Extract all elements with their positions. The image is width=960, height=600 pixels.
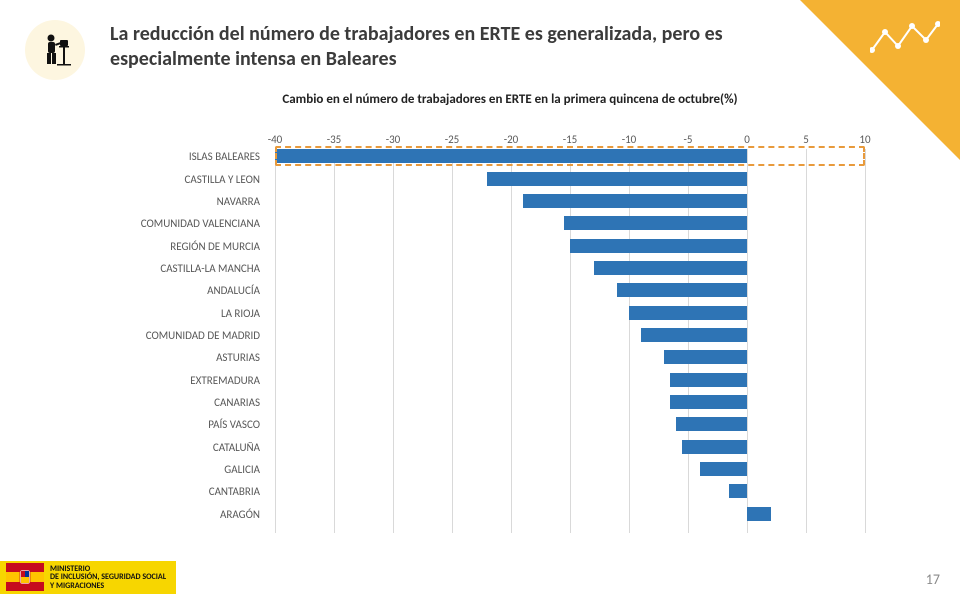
- chart-y-label: PAÍS VASCO: [110, 419, 260, 430]
- stats-line-icon: [870, 20, 940, 60]
- chart-y-label: EXTREMADURA: [110, 375, 260, 386]
- chart-y-label: NAVARRA: [110, 196, 260, 207]
- chart-y-label: GALICIA: [110, 464, 260, 475]
- chart-container: Cambio en el número de trabajadores en E…: [110, 92, 910, 562]
- chart-y-label: LA RIOJA: [110, 308, 260, 319]
- chart-bar: [641, 328, 747, 342]
- chart-title: Cambio en el número de trabajadores en E…: [110, 92, 910, 107]
- chart-bar: [564, 216, 747, 230]
- chart-y-label: ISLAS BALEARES: [110, 151, 260, 162]
- chart-y-label: CASTILLA Y LEON: [110, 174, 260, 185]
- chart-bar: [729, 484, 747, 498]
- chart-bar: [670, 373, 747, 387]
- page-title: La reducción del número de trabajadores …: [110, 22, 770, 72]
- chart-bar: [594, 261, 747, 275]
- chart-y-label: CATALUÑA: [110, 442, 260, 453]
- ministry-line-3: Y MIGRACIONES: [50, 582, 166, 590]
- chart-bar: [570, 239, 747, 253]
- chart-y-label: ASTURIAS: [110, 352, 260, 363]
- chart-bar: [523, 194, 747, 208]
- chart-y-label: REGIÓN DE MURCIA: [110, 241, 260, 252]
- chart-y-labels: ISLAS BALEARES CASTILLA Y LEON NAVARRA COMU…: [110, 145, 270, 525]
- slide: La reducción del número de trabajadores …: [0, 0, 960, 600]
- chart-gridline: [865, 149, 866, 533]
- chart-y-label: COMUNIDAD DE MADRID: [110, 330, 260, 341]
- worker-desk-icon: [37, 32, 73, 68]
- chart-y-label: ARAGÓN: [110, 509, 260, 520]
- header-icon-circle: [25, 20, 85, 80]
- chart-bar: [487, 172, 747, 186]
- chart-bars: [275, 145, 865, 525]
- chart-bar: [664, 350, 747, 364]
- chart-bar: [700, 462, 747, 476]
- chart-bar: [676, 417, 747, 431]
- chart-bar: [617, 283, 747, 297]
- chart-bar: [629, 306, 747, 320]
- chart-y-label: CANARIAS: [110, 397, 260, 408]
- chart-bar: [275, 149, 747, 163]
- chart-plot: -40-35-30-25-20-15-10-50510 ISLAS BALEAR…: [110, 115, 910, 525]
- chart-bar: [670, 395, 747, 409]
- spain-crest-icon: [6, 563, 44, 591]
- chart-bar: [747, 507, 771, 521]
- chart-y-label: CANTABRIA: [110, 486, 260, 497]
- chart-y-label: COMUNIDAD VALENCIANA: [110, 218, 260, 229]
- chart-bar: [682, 440, 747, 454]
- ministry-footer: MINISTERIO DE INCLUSIÓN, SEGURIDAD SOCIA…: [0, 561, 176, 594]
- page-number: 17: [926, 571, 940, 588]
- chart-y-label: ANDALUCÍA: [110, 285, 260, 296]
- ministry-text: MINISTERIO DE INCLUSIÓN, SEGURIDAD SOCIA…: [50, 565, 166, 590]
- chart-y-label: CASTILLA-LA MANCHA: [110, 263, 260, 274]
